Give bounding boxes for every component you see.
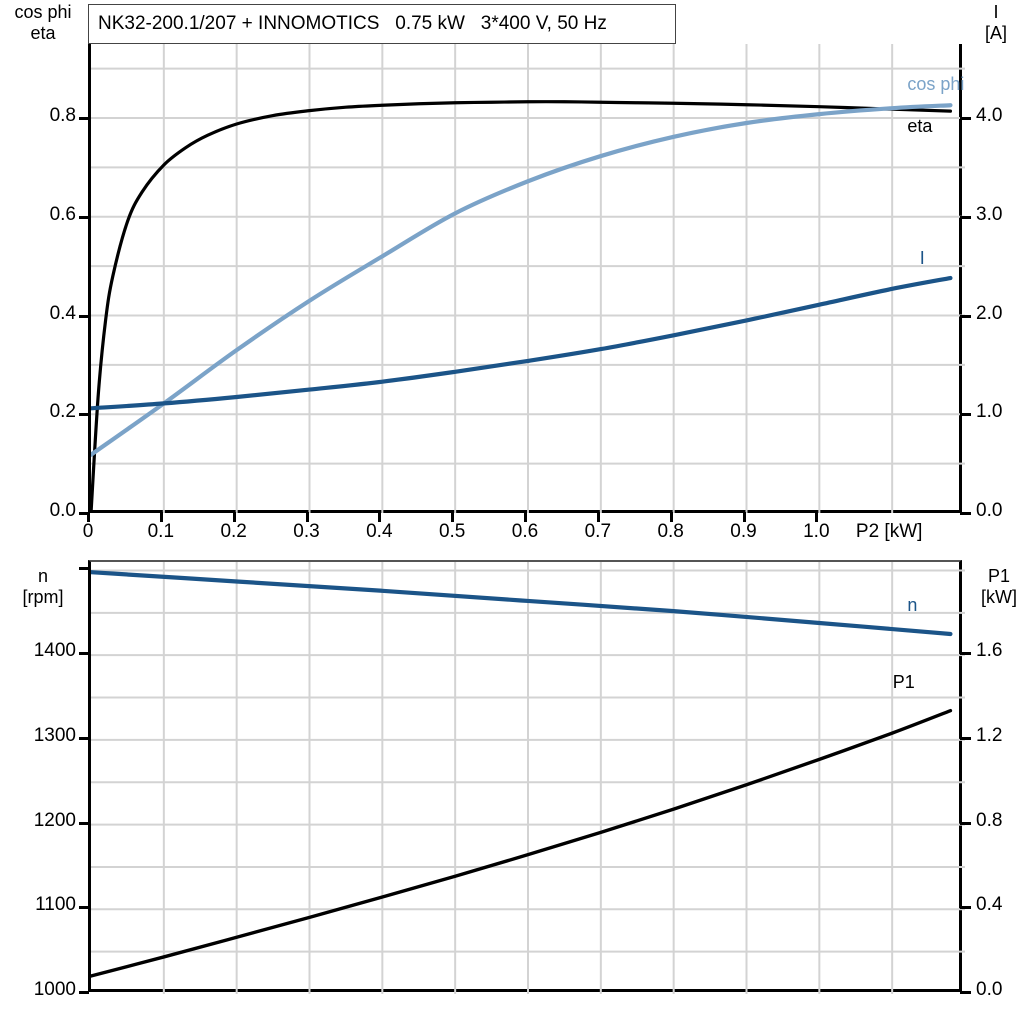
tick-mark bbox=[596, 512, 600, 522]
tick-mark bbox=[960, 906, 971, 910]
tick-mark bbox=[79, 413, 89, 417]
curve-label-cos-phi: cos phi bbox=[907, 73, 965, 94]
tick-label: 1100 bbox=[35, 894, 76, 916]
tick-label: 1400 bbox=[33, 640, 76, 662]
tick-label: 0.4 bbox=[976, 894, 1003, 916]
tick-mark bbox=[87, 512, 90, 522]
curve-label-p1: P1 bbox=[892, 671, 915, 692]
tick-mark bbox=[79, 314, 89, 318]
tick-mark bbox=[79, 652, 89, 656]
tick-mark bbox=[960, 117, 971, 121]
top-x-axis-title: P2 [kW] bbox=[855, 521, 923, 542]
tick-mark bbox=[960, 413, 971, 417]
tick-label: 0.4 bbox=[49, 302, 76, 324]
tick-label: 0.0 bbox=[49, 500, 76, 521]
top-right-axis-title: I [A] bbox=[984, 2, 1007, 43]
tick-label: 0.6 bbox=[511, 521, 539, 542]
tick-mark bbox=[378, 512, 382, 522]
tick-label: 0.6 bbox=[49, 203, 76, 225]
tick-label: 0.5 bbox=[438, 521, 466, 542]
tick-mark bbox=[960, 821, 971, 825]
tick-mark bbox=[79, 991, 89, 994]
tick-mark bbox=[815, 512, 819, 522]
tick-label: 0.9 bbox=[730, 521, 757, 542]
tick-label: 0.7 bbox=[584, 521, 612, 542]
top-left-axis-title: cos phi eta bbox=[14, 2, 72, 43]
tick-mark bbox=[232, 512, 236, 522]
tick-label: 1.2 bbox=[976, 724, 1003, 746]
tick-label: 1200 bbox=[33, 809, 76, 831]
curve-label-eta: eta bbox=[907, 116, 933, 137]
tick-label: 1.0 bbox=[803, 521, 830, 542]
tick-mark bbox=[79, 215, 89, 219]
tick-mark bbox=[669, 512, 673, 522]
tick-mark bbox=[960, 736, 971, 740]
chart-title-box: NK32-200.1/207 + INNOMOTICS 0.75 kW 3*40… bbox=[88, 4, 676, 44]
tick-label: 1.0 bbox=[976, 401, 1003, 423]
top-plot-area bbox=[88, 44, 965, 513]
tick-label: 0.8 bbox=[49, 105, 76, 127]
bottom-plot-area bbox=[88, 560, 965, 994]
tick-mark bbox=[960, 512, 971, 515]
tick-mark bbox=[79, 736, 89, 740]
tick-mark bbox=[524, 512, 527, 522]
tick-mark bbox=[960, 652, 971, 656]
tick-mark bbox=[960, 991, 971, 994]
tick-label: 1000 bbox=[33, 979, 76, 1000]
tick-label: 0.2 bbox=[49, 401, 76, 423]
tick-mark bbox=[960, 314, 971, 318]
tick-label: 0.0 bbox=[976, 500, 1003, 521]
tick-label: 1300 bbox=[33, 724, 76, 746]
tick-label: 4.0 bbox=[976, 105, 1003, 127]
curve-label-speed: n bbox=[907, 595, 918, 616]
tick-label: 0.8 bbox=[976, 809, 1003, 831]
tick-label: 2.0 bbox=[976, 302, 1003, 324]
tick-mark bbox=[79, 821, 89, 825]
top-curves bbox=[91, 100, 953, 513]
bottom-left-axis-title: n [rpm] bbox=[22, 566, 64, 607]
tick-label: 1.6 bbox=[976, 640, 1003, 662]
tick-mark bbox=[79, 117, 89, 121]
bottom-curves bbox=[91, 570, 953, 978]
tick-mark bbox=[960, 215, 971, 219]
tick-mark bbox=[451, 512, 455, 522]
tick-label: 0.0 bbox=[976, 979, 1003, 1000]
tick-mark bbox=[79, 906, 89, 910]
tick-mark bbox=[79, 567, 89, 571]
tick-mark bbox=[79, 512, 89, 515]
tick-mark bbox=[159, 512, 163, 522]
tick-mark bbox=[305, 512, 309, 522]
bottom-right-axis-title: P1 [kW] bbox=[981, 566, 1017, 607]
tick-label: 0.4 bbox=[366, 521, 393, 542]
tick-label: 0 bbox=[82, 521, 94, 542]
tick-label: 3.0 bbox=[976, 203, 1003, 225]
tick-label: 0.8 bbox=[657, 521, 684, 542]
bottom-gridlines bbox=[91, 562, 965, 994]
curve-label-current: I bbox=[919, 248, 925, 269]
tick-label: 0.2 bbox=[220, 521, 247, 542]
tick-label: 0.1 bbox=[147, 521, 175, 542]
tick-mark bbox=[742, 512, 746, 522]
tick-label: 0.3 bbox=[293, 521, 320, 542]
